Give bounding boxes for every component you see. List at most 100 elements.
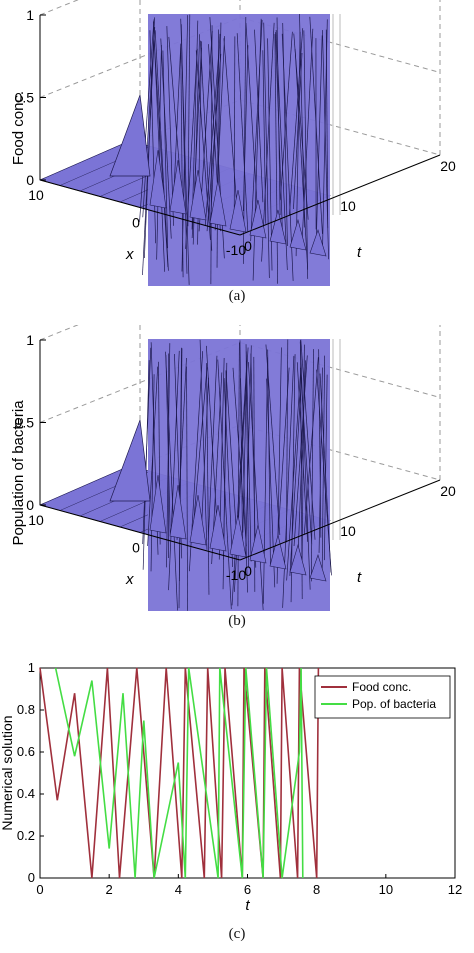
surface-peak bbox=[109, 419, 151, 502]
surface-ripple bbox=[169, 159, 187, 215]
x-tick-label: 8 bbox=[313, 882, 320, 897]
surface-mesh-line bbox=[316, 35, 323, 234]
surface-mesh-line bbox=[153, 33, 169, 268]
surface-mesh-line bbox=[250, 353, 257, 568]
z-tick-label: 0.5 bbox=[15, 90, 35, 106]
surface-mesh-line bbox=[154, 30, 169, 271]
surface-mesh-line bbox=[165, 354, 171, 535]
surface-mesh-line bbox=[142, 27, 156, 276]
surface-mesh-line bbox=[324, 374, 328, 561]
surface-mesh-line bbox=[261, 22, 275, 262]
x-axis-label: x bbox=[125, 246, 134, 263]
surface-ripple bbox=[309, 554, 327, 582]
surface-mesh-line bbox=[286, 365, 302, 581]
surface-mesh-line bbox=[180, 47, 184, 278]
surface-ripple bbox=[209, 504, 227, 552]
surface-mesh-line bbox=[168, 350, 180, 591]
x-tick-label: -10 bbox=[226, 242, 246, 258]
surface-mesh-line bbox=[279, 31, 293, 201]
surface-ripple bbox=[269, 534, 287, 570]
surface-ripple bbox=[289, 218, 307, 251]
legend-label: Pop. of bacteria bbox=[352, 697, 436, 711]
surface-mesh-line bbox=[289, 28, 304, 215]
z-axis-label: Population of bacteria bbox=[10, 400, 27, 546]
surface-mesh-line bbox=[223, 378, 233, 567]
x-axis-line bbox=[39, 179, 241, 236]
surface-mesh-line bbox=[276, 367, 290, 562]
surface-mesh-line bbox=[318, 367, 323, 553]
x-tick-label: 10 bbox=[28, 187, 44, 203]
surface-ripple bbox=[209, 179, 227, 227]
surface-mesh-line bbox=[172, 43, 182, 208]
surface-mesh-line bbox=[180, 24, 188, 274]
x-tick-label: 10 bbox=[28, 512, 44, 528]
surface-mesh-line bbox=[206, 363, 210, 595]
t-axis-label: t bbox=[357, 244, 362, 261]
t-tick-label: 10 bbox=[340, 523, 356, 539]
surface-ripple bbox=[229, 189, 247, 233]
surface-ripple bbox=[149, 149, 167, 209]
surface-mesh-line bbox=[248, 362, 264, 611]
surface-mesh-line bbox=[245, 23, 259, 227]
grid-line bbox=[39, 99, 441, 181]
surface-mesh-line bbox=[300, 340, 303, 600]
surface-mesh-line bbox=[165, 351, 178, 611]
y-tick-label: 0 bbox=[28, 870, 35, 885]
series-food-line bbox=[39, 667, 320, 879]
z-tick-label: 0 bbox=[26, 172, 34, 188]
surface-mesh-line bbox=[286, 339, 289, 543]
surface-mesh-line bbox=[245, 351, 252, 562]
surface-mesh-line bbox=[299, 14, 306, 228]
surface-mesh-line bbox=[282, 23, 288, 247]
surface-mesh-line bbox=[254, 29, 264, 203]
surface-mesh-line bbox=[242, 45, 249, 212]
surface-mesh-line bbox=[149, 30, 157, 244]
panel-b: 0 0.5 1 10 0 -10 0 10 20 Population of bacteria x t… bbox=[0, 259, 474, 645]
surface-mesh-line bbox=[237, 342, 240, 607]
surface-mesh-line bbox=[186, 366, 188, 611]
z-tick-label: 1 bbox=[26, 7, 34, 23]
surface-mesh-line bbox=[297, 360, 306, 548]
mesh-line bbox=[39, 140, 131, 181]
y-tick-label: 1 bbox=[28, 660, 35, 675]
surface-mesh-line bbox=[293, 52, 303, 210]
surface-mesh-line bbox=[293, 33, 309, 220]
surface-mesh-line bbox=[299, 341, 311, 590]
caption-b: (b) bbox=[228, 613, 246, 629]
y-tick-label: 0.8 bbox=[17, 702, 35, 717]
surface-ripple bbox=[229, 514, 247, 558]
surface-mesh-line bbox=[310, 349, 314, 582]
surface-ripple bbox=[149, 474, 167, 534]
surface-mesh-line bbox=[156, 45, 162, 260]
surface-ripple bbox=[309, 229, 327, 257]
surface-mesh-line bbox=[240, 378, 248, 593]
surface-ripple bbox=[189, 169, 207, 221]
surface-mesh-line bbox=[233, 36, 236, 229]
surface-mesh-line bbox=[223, 38, 238, 209]
surface-mesh-line bbox=[275, 29, 288, 271]
surface-mesh-line bbox=[142, 347, 152, 545]
surface-mesh-line bbox=[303, 357, 319, 535]
y-tick-label: 0.2 bbox=[17, 828, 35, 843]
surface-mesh-line bbox=[231, 360, 248, 606]
t-tick-label: 0 bbox=[244, 238, 252, 254]
surface-mesh-line bbox=[236, 33, 249, 232]
surface-mesh-line bbox=[187, 14, 191, 227]
surface-mesh-line bbox=[195, 50, 211, 240]
x-tick-label: 6 bbox=[244, 882, 251, 897]
z-tick-label: 1 bbox=[26, 332, 34, 348]
surface-mesh-line bbox=[166, 26, 174, 226]
surface-mesh-line bbox=[250, 19, 263, 242]
y-tick-label: 0.4 bbox=[17, 786, 35, 801]
z-axis-label: Food conc. bbox=[10, 91, 27, 165]
surface-ripple bbox=[289, 543, 307, 576]
surface-ripple bbox=[269, 209, 287, 245]
y-tick-label: 0.6 bbox=[17, 744, 35, 759]
grid-line bbox=[39, 424, 441, 506]
t-tick-label: 0 bbox=[244, 563, 252, 579]
surface-mesh-line bbox=[293, 355, 308, 547]
surface-mesh-line bbox=[242, 373, 247, 533]
legend: Food conc. Pop. of bacteria bbox=[314, 675, 451, 719]
